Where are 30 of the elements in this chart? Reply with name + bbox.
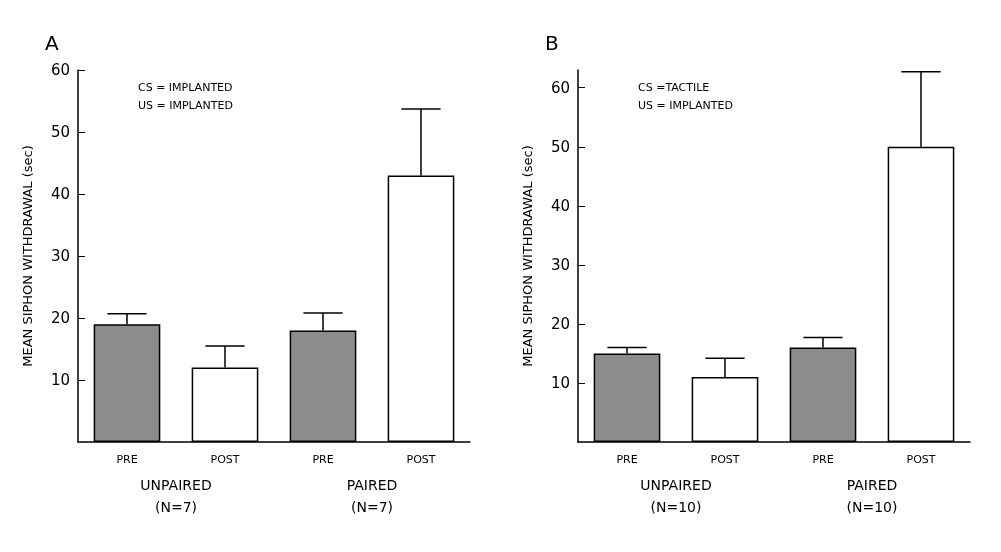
y-axis-title: MEAN SIPHON WITHDRAWAL (sec) xyxy=(520,145,535,367)
y-tick-label: 50 xyxy=(550,137,570,156)
chart-title: B xyxy=(545,31,559,55)
y-tick-label: 50 xyxy=(50,123,70,141)
x-tick-label: PRE xyxy=(812,453,834,466)
x-tick-label: POST xyxy=(906,453,936,466)
x-tick-label: PRE xyxy=(312,453,334,466)
chart-title: A xyxy=(45,31,59,55)
text: UNPAIRED (N=10) xyxy=(640,477,712,515)
x-tick-label: POST xyxy=(406,453,436,466)
x-tick-label: POST xyxy=(710,453,740,466)
text: UNPAIRED (N=7) xyxy=(140,477,212,515)
text: PAIRED (N=7) xyxy=(346,477,398,515)
y-tick-label: 30 xyxy=(550,255,570,274)
x-tick-label: PRE xyxy=(116,453,138,466)
y-tick-label: 60 xyxy=(50,61,70,79)
x-tick-label: PRE xyxy=(616,453,638,466)
annotation: CS = IMPLANTED US = IMPLANTED xyxy=(138,80,233,112)
y-tick-label: 40 xyxy=(550,196,570,215)
y-axis-title: MEAN SIPHON WITHDRAWAL (sec) xyxy=(20,145,35,367)
text: PAIRED (N=10) xyxy=(846,477,898,515)
y-tick-label: 60 xyxy=(550,78,570,97)
x-tick-label: POST xyxy=(210,453,240,466)
y-tick-label: 40 xyxy=(50,185,70,203)
y-tick-label: 20 xyxy=(550,314,570,333)
y-tick-label: 20 xyxy=(50,309,70,327)
y-tick-label: 10 xyxy=(550,373,570,392)
y-tick-label: 30 xyxy=(50,247,70,265)
y-tick-label: 10 xyxy=(50,371,70,389)
annotation: CS =TACTILE US = IMPLANTED xyxy=(638,80,733,112)
